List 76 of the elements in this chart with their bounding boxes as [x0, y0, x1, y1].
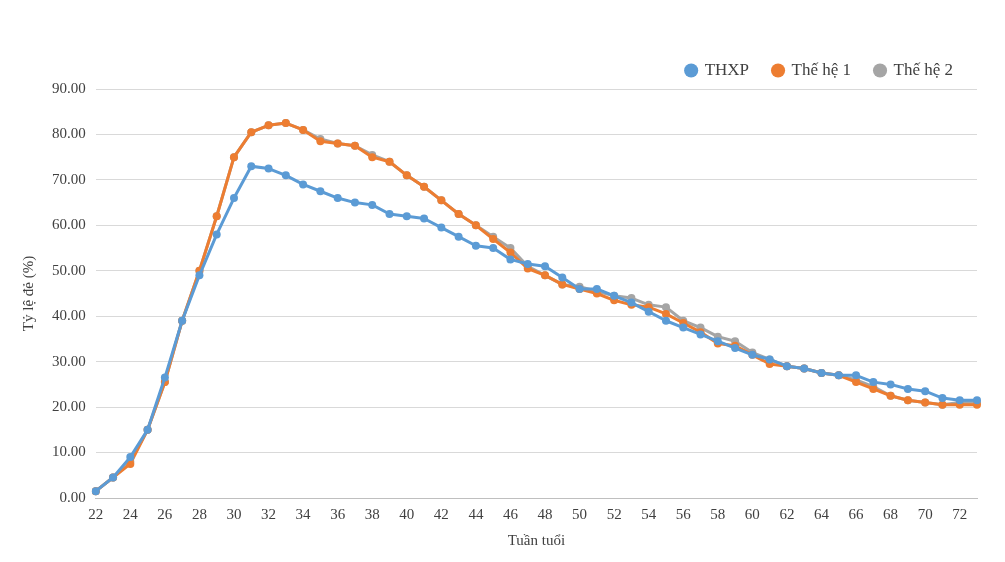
point: [644, 307, 653, 316]
point: [437, 223, 446, 232]
point: [368, 200, 377, 209]
point: [247, 162, 256, 171]
x-tick-label: 38: [364, 505, 380, 522]
y-tick-label: 10.00: [52, 443, 86, 460]
x-tick-label: 22: [88, 505, 104, 522]
x-tick-label: 40: [399, 505, 415, 522]
x-tick-label: 36: [330, 505, 346, 522]
point: [195, 271, 204, 280]
legend-label: THXP: [704, 59, 750, 79]
point: [489, 244, 498, 253]
x-tick-label: 66: [848, 505, 865, 522]
point: [229, 194, 238, 203]
point: [661, 303, 670, 312]
y-tick-label: 90.00: [52, 79, 86, 96]
point: [333, 194, 342, 203]
y-axis-title: Tỷ lệ đẻ (%): [19, 255, 37, 332]
x-tick-label: 28: [191, 505, 207, 522]
x-axis-title: Tuần tuổi: [507, 531, 566, 548]
point: [471, 241, 480, 250]
x-tick-label: 70: [917, 505, 933, 522]
x-tick-label: 26: [157, 505, 173, 522]
point: [316, 187, 325, 196]
point: [679, 323, 688, 332]
point: [938, 394, 947, 403]
point: [903, 384, 912, 393]
y-tick-label: 50.00: [52, 261, 86, 278]
point: [661, 316, 670, 325]
point: [126, 453, 135, 462]
y-tick-label: 0.00: [59, 488, 86, 505]
legend-label: Thế hệ 1: [791, 59, 852, 79]
x-tick-label: 50: [572, 505, 588, 522]
y-tick-label: 40.00: [52, 307, 86, 324]
y-tick-label: 80.00: [52, 125, 86, 142]
x-tick-label: 58: [710, 505, 726, 522]
point: [506, 255, 515, 264]
point: [869, 378, 878, 387]
x-tick-label: 46: [502, 505, 519, 522]
point: [385, 209, 394, 218]
point: [420, 214, 429, 223]
y-tick-label: 30.00: [52, 352, 86, 369]
point: [350, 198, 359, 207]
x-tick-label: 44: [468, 505, 484, 522]
x-tick-label: 60: [744, 505, 760, 522]
x-tick-label: 32: [261, 505, 277, 522]
x-tick-label: 48: [537, 505, 553, 522]
x-tick-label: 72: [952, 505, 968, 522]
point: [212, 230, 221, 239]
y-tick-label: 70.00: [52, 170, 86, 187]
point: [558, 273, 567, 282]
x-tick-label: 62: [779, 505, 795, 522]
point: [506, 248, 515, 257]
point: [402, 212, 411, 221]
x-tick-label: 52: [606, 505, 622, 522]
point: [661, 309, 670, 318]
x-tick-label: 68: [883, 505, 899, 522]
point: [541, 262, 550, 271]
point: [886, 380, 895, 389]
point: [264, 164, 273, 173]
x-tick-label: 54: [641, 505, 657, 522]
x-tick-label: 34: [295, 505, 312, 522]
x-tick-label: 42: [433, 505, 449, 522]
point: [454, 232, 463, 241]
x-tick-label: 24: [122, 505, 139, 522]
point: [281, 171, 290, 180]
y-tick-label: 60.00: [52, 216, 86, 233]
x-tick-label: 30: [226, 505, 242, 522]
point: [921, 387, 930, 396]
point: [160, 373, 169, 382]
x-tick-label: 56: [675, 505, 692, 522]
x-tick-label: 64: [813, 505, 830, 522]
legend-label: Thế hệ 2: [893, 59, 954, 79]
point: [852, 371, 861, 380]
y-tick-label: 20.00: [52, 398, 86, 415]
point: [299, 180, 308, 189]
